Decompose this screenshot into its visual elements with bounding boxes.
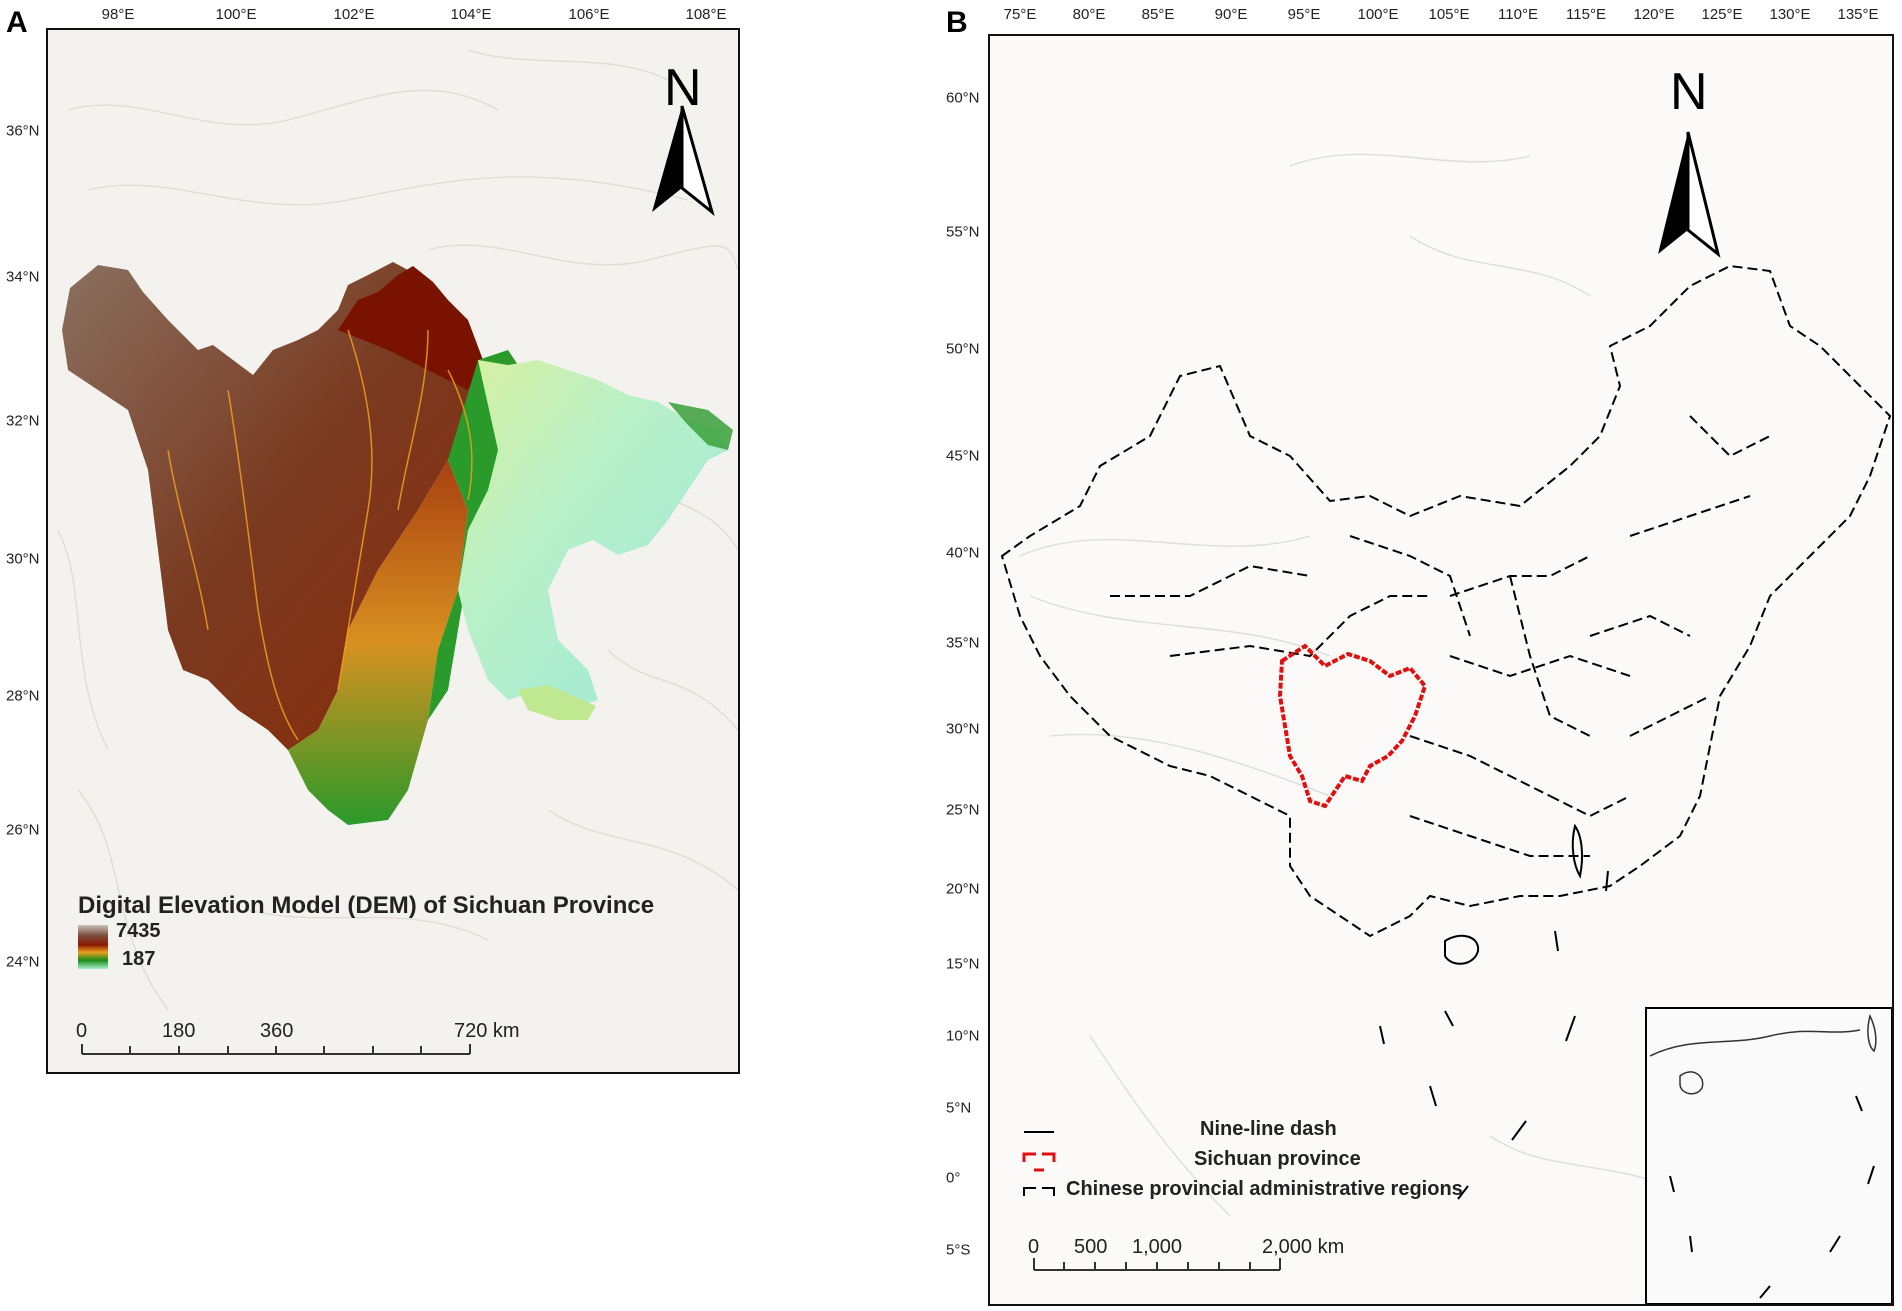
legend-symbols-b [1022,1131,1056,1196]
basin-east-edge [668,402,733,450]
lon-tick: 75°E [1003,6,1037,23]
lon-tick: 115°E [1566,6,1606,23]
lon-tick: 120°E [1633,6,1675,23]
lat-tick: 32°N [6,412,40,430]
lon-tick: 102°E [333,6,375,23]
hainan-island [1444,934,1480,965]
lat-tick: 25°N [946,801,980,819]
south-china-sea-inset [1645,1007,1892,1304]
lon-tick: 100°E [1357,6,1399,23]
sichuan-dem [62,262,733,825]
north-arrow-icon [1658,131,1721,258]
lat-tick: 10°N [946,1027,980,1045]
panel-b-map [1000,131,1892,1304]
lat-tick: 55°N [946,223,980,241]
lat-tick: 5°N [946,1099,972,1117]
legend-high-value: 7435 [116,920,161,942]
legend-label-provinces: Chinese provincial administrative region… [1066,1178,1463,1200]
terrain-texture [1019,153,1691,1217]
lat-tick: 30°N [946,720,980,738]
lat-tick: 15°N [946,955,980,973]
west-plateau [62,262,478,750]
hillshade-texture [57,49,738,1011]
scale-label: 720 km [454,1020,520,1042]
scale-label: 1,000 [1132,1236,1183,1258]
lat-tick: 24°N [6,953,40,971]
lat-tick: 50°N [946,340,980,358]
scale-label: 180 [162,1020,196,1042]
scale-bar-b [1033,1258,1281,1271]
scale-label: 360 [260,1020,294,1042]
china-provincial-boundaries [1000,264,1892,938]
lat-tick: 5°S [946,1241,971,1259]
panel-b-map-frame: N Nine-line dash Sichuan province Chines… [988,34,1894,1306]
taiwan-island [1571,823,1584,879]
panel-a-map-frame: N Digital Elevation Model (DEM) of Sichu… [46,28,740,1074]
lat-tick: 28°N [6,687,40,705]
basin-south-edge [518,685,596,720]
legend-low-value: 187 [122,948,156,970]
scale-bar-a [81,1044,471,1055]
panel-a-letter: A [6,6,28,39]
scale-label: 0 [1028,1236,1040,1258]
lon-tick: 100°E [215,6,257,23]
lat-tick: 35°N [946,634,980,652]
lat-tick: 45°N [946,447,980,465]
panel-a-map [57,49,738,1055]
dem-legend-bar [78,925,108,969]
sichuan-basin [458,360,728,710]
lon-tick: 125°E [1701,6,1743,23]
lat-tick: 20°N [946,880,980,898]
panel-b-letter: B [946,6,968,39]
lon-tick: 108°E [685,6,727,23]
sichuan-outline [1277,643,1428,809]
lon-tick: 95°E [1287,6,1321,23]
nine-dash-line [1379,870,1609,1200]
north-high-region [338,266,483,390]
dem-title: Digital Elevation Model (DEM) of Sichuan… [78,892,655,919]
scale-label: 2,000 km [1262,1236,1345,1258]
lon-tick: 80°E [1072,6,1106,23]
lat-tick: 60°N [946,89,980,107]
lon-tick: 135°E [1837,6,1879,23]
lat-tick: 36°N [6,122,40,140]
lat-tick: 40°N [946,544,980,562]
china-outline [1000,264,1892,938]
lat-tick: 34°N [6,268,40,286]
north-arrow-icon [652,105,715,217]
lat-tick: 0° [946,1169,961,1187]
lon-tick: 98°E [101,6,135,23]
lon-tick: 90°E [1214,6,1248,23]
lon-tick: 110°E [1498,6,1538,23]
lon-tick: 130°E [1769,6,1811,23]
legend-label-sichuan: Sichuan province [1194,1148,1361,1170]
lat-tick: 30°N [6,550,40,568]
lon-tick: 106°E [568,6,610,23]
south-mountains [288,460,468,825]
north-label-a: N [664,59,702,117]
rivers [167,329,473,741]
legend-label-nine-dash: Nine-line dash [1200,1118,1337,1140]
lon-tick: 104°E [450,6,492,23]
scale-label: 500 [1074,1236,1108,1258]
lon-tick: 105°E [1428,6,1470,23]
north-label-b: N [1670,63,1708,121]
scale-label: 0 [76,1020,88,1042]
lon-tick: 85°E [1141,6,1175,23]
lat-tick: 26°N [6,821,40,839]
